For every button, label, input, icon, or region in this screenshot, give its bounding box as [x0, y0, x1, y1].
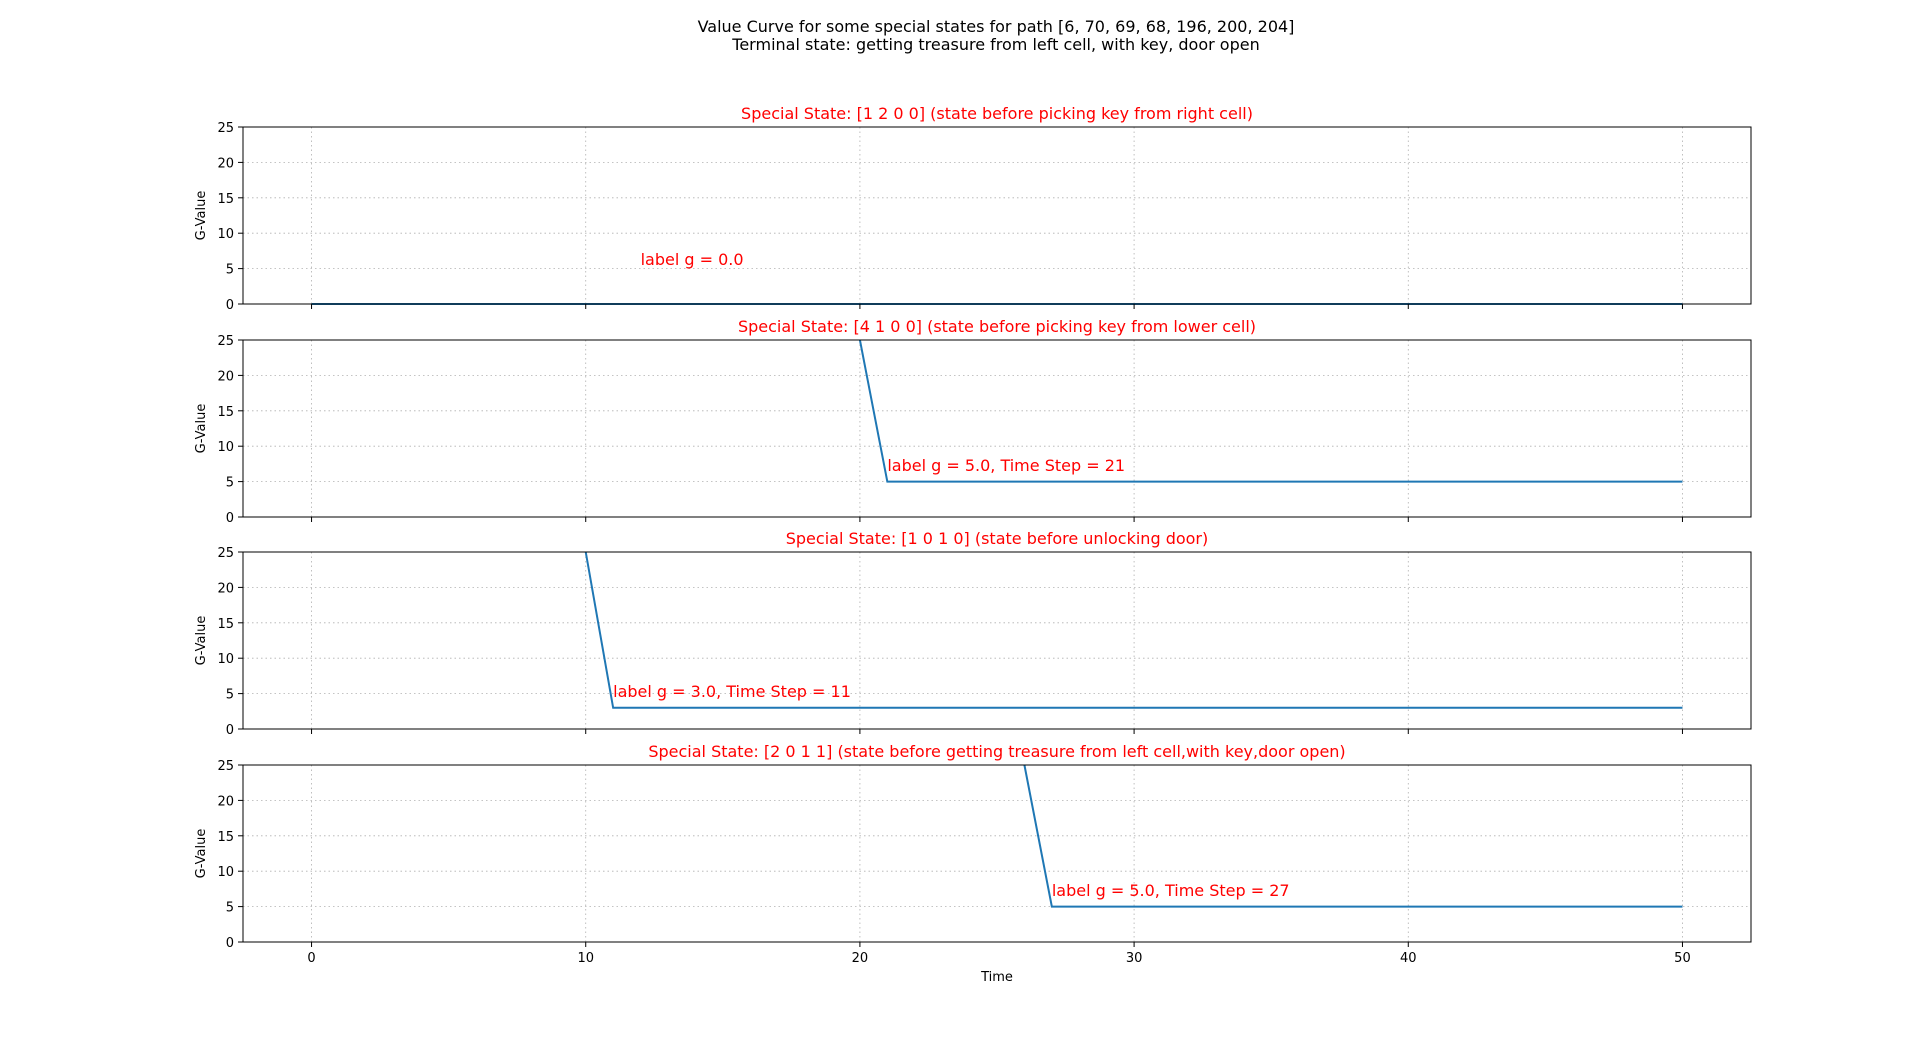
y-tick-label: 15: [217, 192, 234, 207]
y-tick-label: 25: [217, 121, 234, 136]
y-tick-label: 15: [217, 830, 234, 845]
series-line-3: [584, 551, 1683, 709]
y-axis-label: G-Value: [194, 616, 209, 666]
x-tick-label: 30: [1126, 951, 1143, 966]
y-tick-label: 5: [226, 263, 234, 278]
y-axis-label: G-Value: [194, 191, 209, 241]
x-tick-label: 40: [1400, 951, 1417, 966]
subplot-1: 0 5 10 15 20 25 G-Value Special State: [1 2 0 0…: [194, 104, 1752, 313]
y-tick-label: 20: [217, 794, 234, 809]
series-line-2: [858, 339, 1683, 483]
y-tick-label: 0: [226, 511, 234, 526]
value-annotation: label g = 0.0: [641, 250, 744, 269]
figure-title-line-2: Terminal state: getting treasure from le…: [731, 35, 1259, 54]
y-tick-label: 20: [217, 369, 234, 384]
y-tick-label: 20: [217, 156, 234, 171]
y-tick-label: 5: [226, 901, 234, 916]
series-line-4: [1023, 764, 1683, 908]
y-tick-label: 10: [217, 440, 234, 455]
y-tick-label: 25: [217, 334, 234, 349]
y-tick-label: 10: [217, 227, 234, 242]
y-tick-label: 5: [226, 688, 234, 703]
value-annotation: label g = 5.0, Time Step = 21: [887, 456, 1125, 475]
subplot-title: Special State: [4 1 0 0] (state before p…: [738, 317, 1256, 336]
plot-frame: [242, 339, 1752, 518]
subplot-title: Special State: [1 2 0 0] (state before p…: [741, 104, 1253, 123]
subplot-title: Special State: [2 0 1 1] (state before g…: [648, 742, 1345, 761]
y-tick-label: 0: [226, 936, 234, 951]
y-tick-label: 0: [226, 298, 234, 313]
plot-frame: [242, 764, 1752, 943]
y-tick-label: 25: [217, 546, 234, 561]
subplot-title: Special State: [1 0 1 0] (state before u…: [786, 529, 1209, 548]
value-annotation: label g = 5.0, Time Step = 27: [1052, 881, 1290, 900]
figure-title-line-1: Value Curve for some special states for …: [698, 17, 1295, 36]
x-tick-label: 0: [307, 951, 315, 966]
y-tick-label: 5: [226, 476, 234, 491]
x-tick-label: 20: [852, 951, 869, 966]
y-tick-label: 10: [217, 865, 234, 880]
y-axis-label: G-Value: [194, 404, 209, 454]
subplot-4: 0 10 20 30 40 50 0 5 10 15 20 25 G-Value Time Special …: [194, 742, 1752, 985]
y-tick-label: 10: [217, 652, 234, 667]
subplot-2: 0 5 10 15 20 25 G-Value Special State: [4 1 0 0…: [194, 317, 1752, 526]
x-tick-label: 10: [577, 951, 594, 966]
y-tick-label: 20: [217, 581, 234, 596]
y-axis-label: G-Value: [194, 829, 209, 879]
y-tick-label: 0: [226, 723, 234, 738]
subplot-3: 0 5 10 15 20 25 G-Value Special State: [1 0 1 0…: [194, 529, 1752, 738]
value-annotation: label g = 3.0, Time Step = 11: [613, 682, 851, 701]
plot-frame: [242, 551, 1752, 730]
plot-frame: [242, 126, 1752, 305]
y-tick-label: 25: [217, 759, 234, 774]
subplots: 0 5 10 15 20 25 G-Value Special State: [1 2 0 0…: [194, 104, 1752, 985]
x-tick-label: 50: [1674, 951, 1691, 966]
y-tick-label: 15: [217, 617, 234, 632]
x-axis-label: Time: [980, 970, 1013, 985]
y-tick-label: 15: [217, 405, 234, 420]
